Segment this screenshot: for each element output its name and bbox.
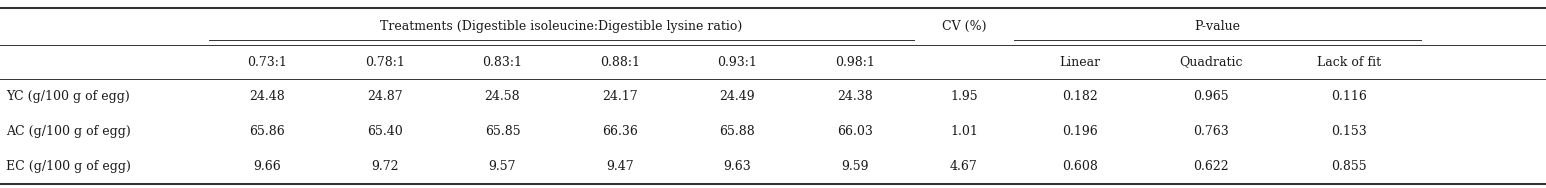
Text: 0.182: 0.182 (1062, 90, 1098, 103)
Text: 0.855: 0.855 (1331, 160, 1367, 173)
Text: 0.763: 0.763 (1194, 125, 1229, 138)
Text: EC (g/100 g of egg): EC (g/100 g of egg) (6, 160, 131, 173)
Text: Quadratic: Quadratic (1180, 55, 1243, 69)
Text: 65.85: 65.85 (484, 125, 521, 138)
Text: Lack of fit: Lack of fit (1317, 55, 1381, 69)
Text: YC (g/100 g of egg): YC (g/100 g of egg) (6, 90, 130, 103)
Text: 4.67: 4.67 (951, 160, 977, 173)
Text: 0.98:1: 0.98:1 (835, 55, 875, 69)
Text: 0.153: 0.153 (1331, 125, 1367, 138)
Text: 1.95: 1.95 (951, 90, 977, 103)
Text: 0.73:1: 0.73:1 (247, 55, 288, 69)
Text: Linear: Linear (1059, 55, 1101, 69)
Text: 0.965: 0.965 (1194, 90, 1229, 103)
Text: 9.66: 9.66 (254, 160, 281, 173)
Text: 24.48: 24.48 (249, 90, 286, 103)
Text: 9.47: 9.47 (606, 160, 634, 173)
Text: 0.622: 0.622 (1194, 160, 1229, 173)
Text: 1.01: 1.01 (949, 125, 979, 138)
Text: 66.03: 66.03 (836, 125, 873, 138)
Text: AC (g/100 g of egg): AC (g/100 g of egg) (6, 125, 131, 138)
Text: 24.58: 24.58 (484, 90, 521, 103)
Text: P-value: P-value (1195, 20, 1240, 33)
Text: 24.87: 24.87 (366, 90, 404, 103)
Text: 0.93:1: 0.93:1 (717, 55, 758, 69)
Text: 9.63: 9.63 (724, 160, 751, 173)
Text: 24.17: 24.17 (601, 90, 638, 103)
Text: 0.116: 0.116 (1331, 90, 1367, 103)
Text: 66.36: 66.36 (601, 125, 638, 138)
Text: 9.72: 9.72 (371, 160, 399, 173)
Text: 0.88:1: 0.88:1 (600, 55, 640, 69)
Text: Treatments (Digestible isoleucine:Digestible lysine ratio): Treatments (Digestible isoleucine:Digest… (380, 20, 742, 33)
Text: 9.57: 9.57 (489, 160, 516, 173)
Text: 0.196: 0.196 (1062, 125, 1098, 138)
Text: 24.49: 24.49 (719, 90, 756, 103)
Text: 65.88: 65.88 (719, 125, 756, 138)
Text: 0.608: 0.608 (1062, 160, 1098, 173)
Text: 0.83:1: 0.83:1 (482, 55, 523, 69)
Text: 9.59: 9.59 (841, 160, 869, 173)
Text: 65.86: 65.86 (249, 125, 286, 138)
Text: 65.40: 65.40 (366, 125, 404, 138)
Text: 0.78:1: 0.78:1 (365, 55, 405, 69)
Text: CV (%): CV (%) (942, 20, 986, 33)
Text: 24.38: 24.38 (836, 90, 873, 103)
